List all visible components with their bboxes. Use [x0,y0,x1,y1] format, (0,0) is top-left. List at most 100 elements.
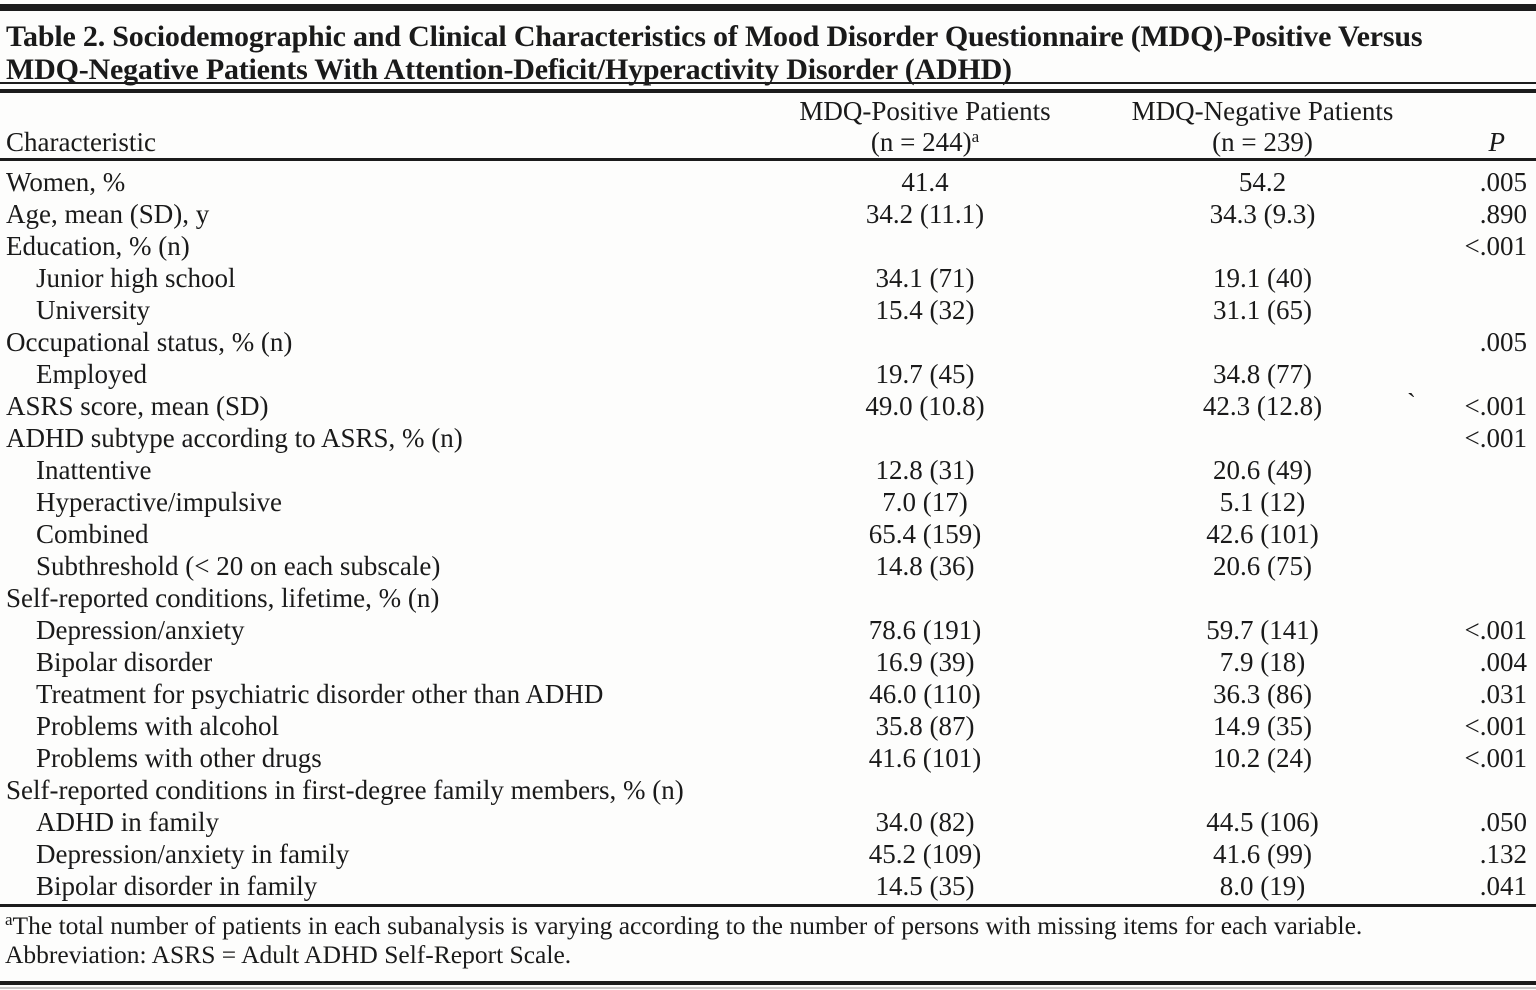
mdq-negative-value: 41.6 (99) [1213,839,1312,869]
row-characteristic-label: Hyperactive/impulsive [36,487,282,517]
p-value-text: .031 [1479,679,1527,709]
p-value: <.001 [1435,422,1527,454]
footnote-superscript: a [5,910,13,929]
p-value: .031 [1435,678,1527,710]
mdq-negative-value: 31.1 (65) [1213,295,1312,325]
mdq-negative-value: 36.3 (86) [1213,679,1312,709]
table-row: Treatment for psychiatric disorder other… [0,678,1536,710]
table-row: ASRS score, mean (SD) 49.0 (10.8) 42.3 (12… [0,388,1536,422]
p-value: .004 [1435,646,1527,678]
mdq-negative-value: 34.8 (77) [1213,359,1312,389]
mdq-negative-value: 34.3 (9.3) [1209,199,1316,229]
title-separator-thick [0,89,1536,93]
p-value: <.001 [1435,710,1527,742]
p-value-text: .004 [1479,647,1527,677]
mdq-positive-value: 41.6 (101) [868,743,982,773]
top-rule [0,4,1536,11]
mdq-positive-value: 45.2 (109) [868,839,982,869]
table-row: Depression/anxiety 78.6 (191) 59.7 (141) <.… [0,614,1536,646]
table-row: Hyperactive/impulsive 7.0 (17) 5.1 (12) [0,486,1536,518]
row-characteristic-label: Bipolar disorder [36,647,213,677]
mdq-negative-value: 10.2 (24) [1213,743,1312,773]
mdq-positive-n-text: (n = 244) [870,127,972,157]
p-value: ` <.001 [1407,388,1527,422]
p-value-text: <.001 [1464,743,1527,773]
p-value: .132 [1435,838,1527,870]
title-separator-thin [0,82,1536,84]
p-value-text: .041 [1479,871,1527,901]
row-characteristic-label: Self-reported conditions in first-degree… [6,775,684,805]
p-value-text: .005 [1479,167,1527,197]
mdq-positive-value: 14.8 (36) [875,551,975,581]
p-value: <.001 [1435,614,1527,646]
mdq-positive-value: 46.0 (110) [869,679,981,709]
table-row: Self-reported conditions, lifetime, % (n… [0,582,1536,614]
table-title-line-1: Table 2. Sociodemographic and Clinical C… [6,20,1423,53]
mdq-positive-value: 49.0 (10.8) [865,391,985,421]
mdq-negative-value: 42.3 (12.8) [1202,391,1323,421]
mdq-negative-value: 42.6 (101) [1206,519,1319,549]
mdq-negative-value: 44.5 (106) [1206,807,1319,837]
p-value-text: <.001 [1464,391,1527,421]
p-value-text: .005 [1479,327,1527,357]
p-value-text: <.001 [1464,615,1527,645]
row-characteristic-label: Subthreshold (< 20 on each subscale) [36,551,441,581]
row-characteristic-label: Treatment for psychiatric disorder other… [36,679,604,709]
p-value: <.001 [1435,742,1527,774]
mdq-positive-value: 15.4 (32) [875,295,975,325]
mdq-negative-value: 54.2 [1238,167,1287,197]
scan-stray-mark: ` [1407,388,1416,418]
mdq-positive-value: 34.1 (71) [875,263,975,293]
table-row: Bipolar disorder in family 14.5 (35) 8.0 (… [0,870,1536,902]
footnote-separator-rule [0,904,1536,907]
footnote-text: The total number of patients in each sub… [12,911,1363,940]
p-value-text: .890 [1479,199,1527,229]
row-characteristic-label: ADHD subtype according to ASRS, % (n) [6,423,463,453]
p-value-text: <.001 [1464,711,1527,741]
table-row: University 15.4 (32) 31.1 (65) [0,294,1536,326]
table-row: Problems with alcohol 35.8 (87) 14.9 (35) <… [0,710,1536,742]
p-value: .050 [1435,806,1527,838]
row-characteristic-label: Age, mean (SD), y [6,199,210,229]
p-value-text: <.001 [1464,231,1527,261]
column-header-mdq-negative: MDQ-Negative Patients [1131,96,1394,126]
table-footnotes: aThe total number of patients in each su… [5,911,1533,969]
p-value: .890 [1435,198,1527,230]
mdq-positive-value: 35.8 (87) [875,711,975,741]
column-header-mdq-positive: MDQ-Positive Patients [799,96,1051,126]
mdq-positive-value: 34.2 (11.1) [865,199,985,229]
footnote-line: aThe total number of patients in each su… [5,911,1533,940]
column-header-p-value: P [1488,127,1506,157]
mdq-positive-value: 41.4 [901,167,949,197]
footnote-text: Abbreviation: ASRS = Adult ADHD Self-Rep… [5,940,572,969]
p-value-text: <.001 [1464,423,1527,453]
table-row: Bipolar disorder 16.9 (39) 7.9 (18) .004 [0,646,1536,678]
mdq-negative-value: 20.6 (49) [1213,455,1312,485]
row-characteristic-label: Problems with alcohol [36,711,279,741]
table-row: Problems with other drugs 41.6 (101) 10.2 … [0,742,1536,774]
row-characteristic-label: Depression/anxiety [36,615,245,645]
footnote-marker-a: a [971,127,980,146]
p-value-text: .132 [1479,839,1527,869]
mdq-negative-value: 7.9 (18) [1219,647,1306,677]
column-header-characteristic: Characteristic [6,127,156,157]
row-characteristic-label: Self-reported conditions, lifetime, % (n… [6,583,440,613]
row-characteristic-label: Employed [36,359,147,389]
row-characteristic-label: Problems with other drugs [36,743,322,773]
row-characteristic-label: Occupational status, % (n) [6,327,293,357]
bottom-rule [0,981,1536,985]
p-value: <.001 [1435,230,1527,262]
table-body: Women, % 41.4 54.2 .005 Age, mean (SD), y 34.… [0,166,1536,902]
p-value-text: .050 [1479,807,1527,837]
row-characteristic-label: Education, % (n) [6,231,190,261]
header-separator-rule [0,158,1536,161]
table-row: ADHD in family 34.0 (82) 44.5 (106) .050 [0,806,1536,838]
row-characteristic-label: ADHD in family [36,807,219,837]
row-characteristic-label: ASRS score, mean (SD) [6,391,269,421]
table-row: Depression/anxiety in family 45.2 (109) 41… [0,838,1536,870]
bottom-rule-shadow [0,987,1536,989]
mdq-negative-value: 14.9 (35) [1213,711,1312,741]
row-characteristic-label: Women, % [6,167,126,197]
mdq-positive-value: 7.0 (17) [882,487,968,517]
